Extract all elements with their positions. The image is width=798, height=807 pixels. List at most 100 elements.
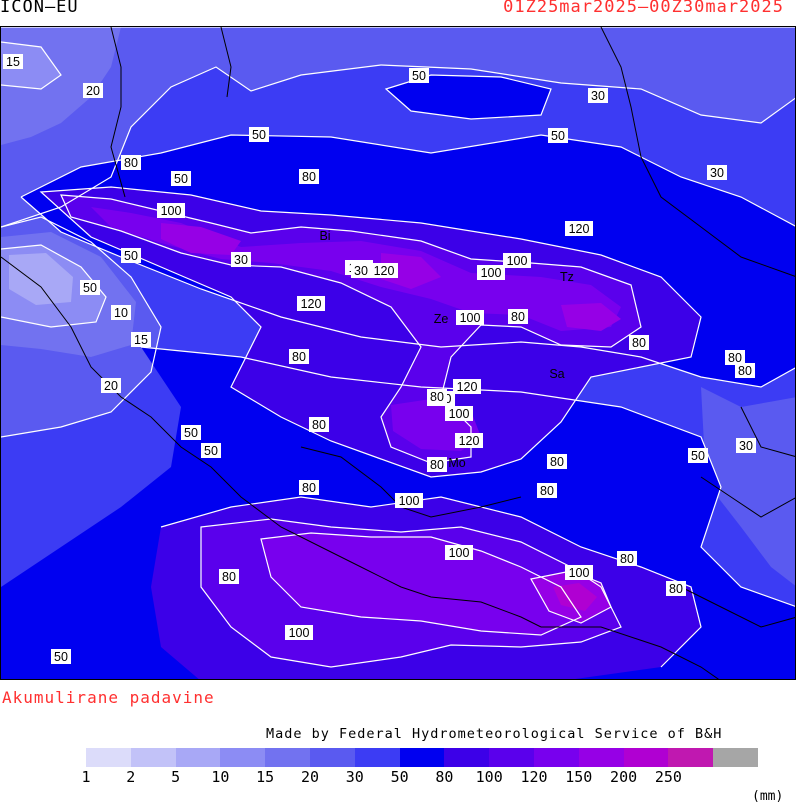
- contour-label: 120: [297, 296, 325, 311]
- forecast-period: 01Z25mar2025—00Z30mar2025: [503, 0, 784, 17]
- svg-text:50: 50: [691, 449, 705, 463]
- contour-label: 100: [157, 203, 185, 218]
- legend-swatch: [533, 748, 579, 767]
- legend-tick-label: 50: [390, 768, 409, 786]
- contour-label: 50: [80, 280, 100, 295]
- precip-field-50-80-north: [386, 75, 551, 119]
- contour-label: 15: [3, 54, 23, 69]
- contour-label: 10: [111, 305, 131, 320]
- contour-label: 100: [477, 265, 505, 280]
- legend-swatch: [713, 748, 758, 767]
- svg-text:30: 30: [591, 89, 605, 103]
- isohyet-lines: [1, 27, 795, 668]
- contour-label: 50: [201, 443, 221, 458]
- legend-swatch: [399, 748, 445, 767]
- precip-field-5-10: [9, 253, 73, 305]
- contour-label: 80: [299, 480, 319, 495]
- legend-tick-label: 10: [211, 768, 230, 786]
- svg-text:50: 50: [124, 249, 138, 263]
- svg-text:50: 50: [204, 444, 218, 458]
- contour-label: 30: [351, 263, 371, 278]
- svg-text:80: 80: [124, 156, 138, 170]
- svg-text:80: 80: [632, 336, 646, 350]
- svg-text:30: 30: [354, 264, 368, 278]
- contour-label: 100: [503, 253, 531, 268]
- svg-text:80: 80: [540, 484, 554, 498]
- precip-field-150-200: [161, 223, 241, 255]
- svg-text:30: 30: [710, 166, 724, 180]
- svg-text:80: 80: [511, 310, 525, 324]
- svg-text:80: 80: [302, 170, 316, 184]
- svg-text:80: 80: [728, 351, 742, 365]
- svg-text:120: 120: [374, 264, 395, 278]
- contour-label: 50: [181, 425, 201, 440]
- contour-label: 50: [688, 448, 708, 463]
- contour-label: 80: [725, 350, 745, 365]
- contour-label: 100: [565, 565, 593, 580]
- svg-text:20: 20: [86, 84, 100, 98]
- city-abbreviation: Mo: [448, 456, 465, 470]
- svg-text:50: 50: [184, 426, 198, 440]
- contour-labels: 15 20 50 30 30 50 50 50 80 100 80 30 50 120 50 10 15 20 30…: [3, 54, 756, 664]
- contour-label: 120: [370, 263, 398, 278]
- svg-text:80: 80: [302, 481, 316, 495]
- svg-text:100: 100: [569, 566, 590, 580]
- contour-label: 50: [409, 68, 429, 83]
- city-abbreviation: Sa: [549, 367, 564, 381]
- legend-swatch: [175, 748, 221, 767]
- contour-label: 80: [735, 363, 755, 378]
- legend-swatch: [354, 748, 400, 767]
- svg-text:15: 15: [134, 333, 148, 347]
- svg-text:10: 10: [114, 306, 128, 320]
- city-abbreviation: Tz: [560, 270, 574, 284]
- legend-tick-label: 250: [654, 768, 682, 786]
- svg-text:80: 80: [669, 582, 683, 596]
- svg-text:30: 30: [234, 253, 248, 267]
- product-label: Akumulirane padavine: [2, 688, 215, 707]
- contour-label: 120: [453, 379, 481, 394]
- credit-text: Made by Federal Hydrometeorological Serv…: [266, 726, 723, 742]
- legend-tick-label: 2: [126, 768, 136, 786]
- svg-text:80: 80: [430, 390, 444, 404]
- precip-field-100-120: [61, 195, 641, 463]
- contour-label: 50: [51, 649, 71, 664]
- svg-text:120: 120: [569, 222, 590, 236]
- svg-text:100: 100: [449, 546, 470, 560]
- contour-label: 80: [666, 581, 686, 596]
- precip-field-150-200-center: [381, 253, 441, 289]
- contour-label: 30: [588, 88, 608, 103]
- legend-tick-label: 5: [171, 768, 181, 786]
- contour-label: 100: [445, 406, 473, 421]
- contour-label: 80: [508, 309, 528, 324]
- svg-text:50: 50: [551, 129, 565, 143]
- svg-text:50: 50: [252, 128, 266, 142]
- contour-label: 80: [427, 389, 447, 404]
- svg-text:15: 15: [6, 55, 20, 69]
- precip-field-20-30: [1, 27, 795, 227]
- contour-label: 80: [299, 169, 319, 184]
- contour-label: 100: [445, 545, 473, 560]
- legend-tick-label: 15: [256, 768, 275, 786]
- svg-text:80: 80: [550, 455, 564, 469]
- svg-text:100: 100: [481, 266, 502, 280]
- legend-tick-label: 20: [300, 768, 320, 786]
- contour-label: 15: [131, 332, 151, 347]
- precipitation-map: 15 20 50 30 30 50 50 50 80 100 80 30 50 120 50 10 15 20 30…: [0, 26, 796, 680]
- contour-label: 100: [285, 625, 313, 640]
- contour-label: 50: [548, 128, 568, 143]
- contour-label: 30: [736, 438, 756, 453]
- svg-text:50: 50: [83, 281, 97, 295]
- model-name: ICON—EU: [0, 0, 79, 17]
- contour-label: 80: [547, 454, 567, 469]
- legend-swatch: [578, 748, 624, 767]
- legend-tick-label: 80: [435, 768, 454, 786]
- city-labels: Bi Ze Tz Sa Mo: [319, 229, 574, 470]
- legend-tick-label: 100: [475, 768, 503, 786]
- contour-label: 50: [121, 248, 141, 263]
- city-abbreviation: Bi: [319, 229, 330, 243]
- svg-text:100: 100: [507, 254, 528, 268]
- svg-text:30: 30: [739, 439, 753, 453]
- precip-field-200-250: [553, 583, 597, 611]
- svg-text:50: 50: [174, 172, 188, 186]
- svg-text:80: 80: [312, 418, 326, 432]
